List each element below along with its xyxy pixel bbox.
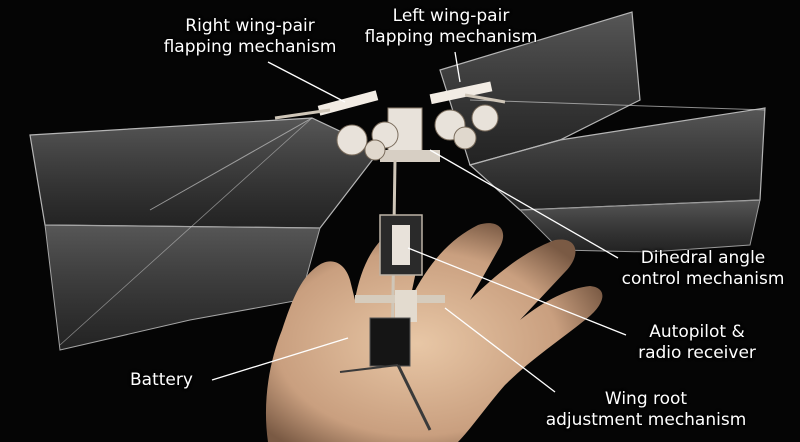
label-left-wing-pair: Left wing-pair flapping mechanism: [364, 6, 538, 47]
leader-line-wing-root: [444, 307, 556, 393]
label-dihedral-angle: Dihedral angle control mechanism: [621, 248, 785, 289]
flapping-gears: [274, 81, 506, 161]
leader-line-dihedral: [429, 149, 619, 259]
label-battery: Battery: [130, 370, 193, 390]
right-wing-membrane: [29, 117, 381, 351]
robot-body: [339, 107, 445, 431]
leader-line-battery: [211, 337, 349, 381]
label-wing-root: Wing root adjustment mechanism: [545, 389, 747, 430]
leader-lines: [211, 51, 627, 393]
hand: [265, 223, 603, 442]
leader-line-autopilot: [407, 247, 627, 336]
leader-line-left-wing: [454, 51, 461, 83]
label-right-wing-pair: Right wing-pair flapping mechanism: [163, 16, 337, 57]
label-autopilot: Autopilot & radio receiver: [638, 322, 756, 363]
leader-line-right-wing: [267, 61, 346, 103]
